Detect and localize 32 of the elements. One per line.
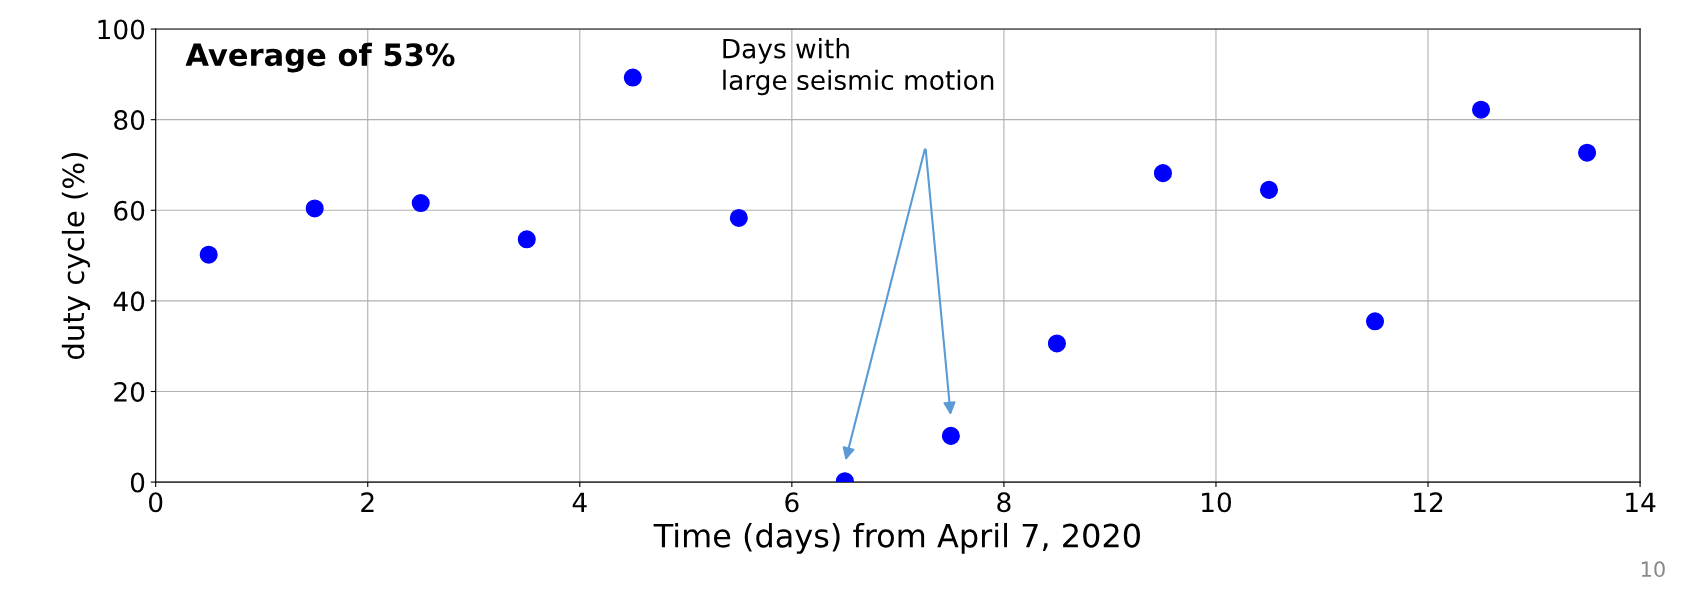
x-tick-label: 14 (1626, 492, 1656, 512)
x-tick-label: 4 (572, 492, 587, 512)
point (1365, 312, 1385, 331)
point (517, 230, 536, 249)
point (941, 426, 960, 445)
point (1153, 164, 1172, 183)
point (199, 245, 218, 264)
x-axis-title: Time (days) from April 7, 2020 (653, 522, 1140, 554)
y-tick-label: 80 (114, 110, 145, 131)
y-tick-label: 60 (114, 200, 145, 221)
y-tick-label: 100 (98, 19, 145, 40)
point (623, 68, 642, 87)
point (1259, 180, 1279, 199)
x-tick-label: 12 (1414, 492, 1443, 512)
text: 10 (1641, 561, 1665, 578)
x-tick-label: 8 (997, 492, 1011, 513)
x-tick-label: 6 (785, 492, 799, 513)
point (1472, 100, 1491, 119)
point (411, 194, 430, 213)
y-axis-title: duty cycle (%) (61, 153, 91, 360)
point (1578, 143, 1597, 162)
point (1047, 334, 1066, 353)
y-tick-label: 0 (130, 472, 145, 493)
point (305, 199, 324, 218)
annotation: Average of 53% (185, 42, 455, 73)
y-tick-label: 20 (114, 381, 145, 402)
point (729, 208, 748, 228)
x-tick-label: 2 (361, 492, 374, 512)
annotation: Days with large seismic motion (723, 38, 994, 96)
y-tick-label: 40 (113, 291, 145, 312)
x-tick-label: 10 (1202, 492, 1231, 513)
x-tick-label: 0 (149, 492, 163, 513)
